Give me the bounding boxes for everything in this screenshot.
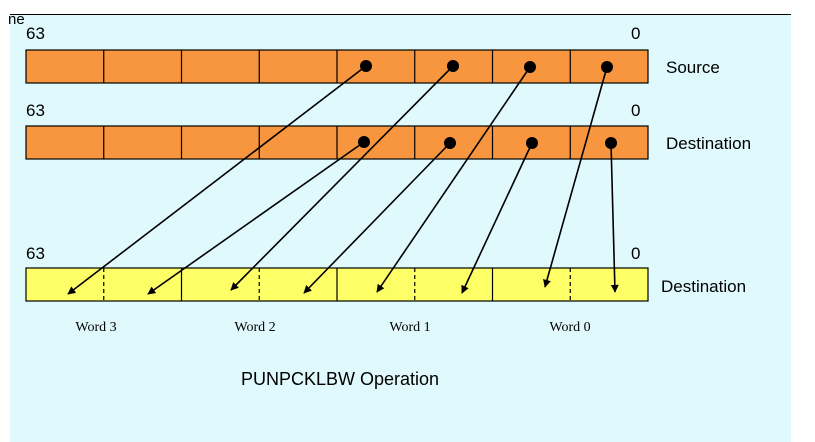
destination-byte1-dot xyxy=(526,137,538,149)
destination-byte2-dot xyxy=(444,137,456,149)
arrow-dst-byte1 xyxy=(461,142,533,294)
destination-byte3-dot xyxy=(358,136,370,148)
diagram-background xyxy=(10,14,791,442)
word-2-label: Word 2 xyxy=(234,320,275,335)
source-low-bit: 0 xyxy=(631,24,640,43)
destination-byte0-dot xyxy=(605,137,617,149)
arrow-src-byte3 xyxy=(67,65,367,295)
source-byte3-dot xyxy=(360,60,372,72)
destination-out-label: Destination xyxy=(661,277,746,296)
word-3-label: Word 3 xyxy=(75,320,116,335)
source-byte2-dot xyxy=(447,60,459,72)
word-1-label: Word 1 xyxy=(389,320,430,335)
source-byte0-dot xyxy=(601,61,613,73)
arrow-dst-byte0 xyxy=(610,142,619,293)
arrow-src-byte1 xyxy=(376,66,531,293)
header-stub: ne xyxy=(8,11,25,28)
arrow-dst-byte3 xyxy=(147,141,365,295)
destination-out-high-bit: 63 xyxy=(26,244,45,263)
destination-in-label: Destination xyxy=(666,134,751,153)
top-rule xyxy=(10,14,791,15)
arrow-src-byte2 xyxy=(230,65,454,291)
source-high-bit: 63 xyxy=(26,24,45,43)
arrow-src-byte0 xyxy=(543,66,608,288)
arrow-dst-byte2 xyxy=(303,142,451,294)
source-byte1-dot xyxy=(524,61,536,73)
word-0-label: Word 0 xyxy=(549,320,590,335)
destination-out-register: 63 0 Destination xyxy=(25,244,746,302)
source-register: 63 0 Source xyxy=(25,24,720,84)
diagram-caption: PUNPCKLBW Operation xyxy=(241,369,439,389)
destination-in-high-bit: 63 xyxy=(26,101,45,120)
source-label: Source xyxy=(666,58,720,77)
destination-out-low-bit: 0 xyxy=(631,244,640,263)
destination-in-low-bit: 0 xyxy=(631,101,640,120)
destination-in-register: 63 0 Destination xyxy=(25,101,751,160)
